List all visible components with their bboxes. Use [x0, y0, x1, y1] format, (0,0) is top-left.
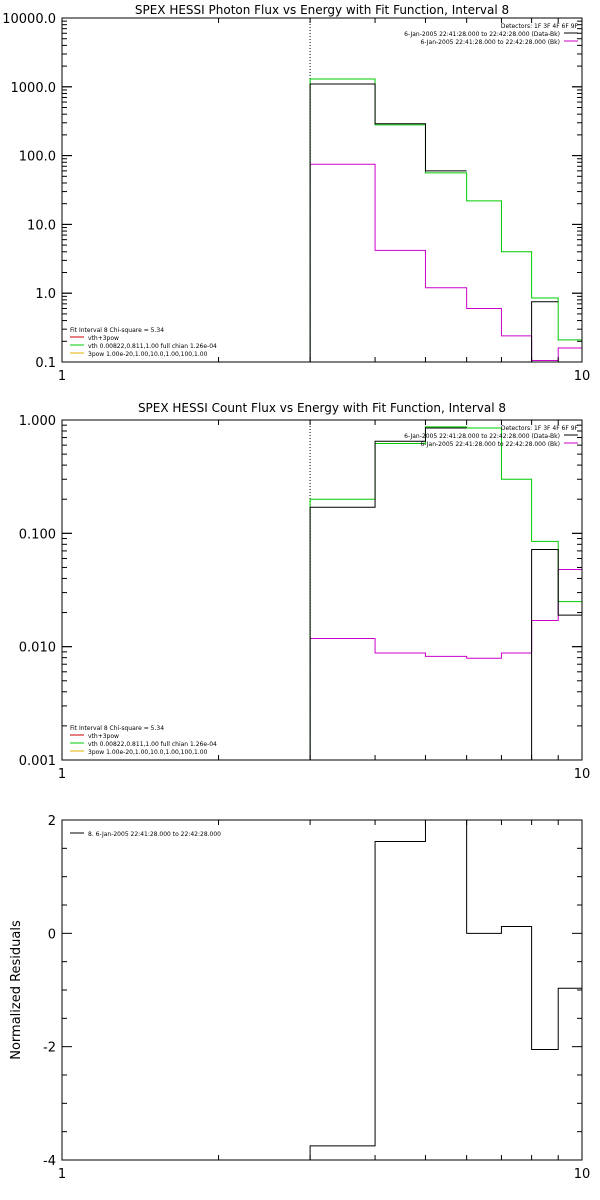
y-tick-label: 0.100 — [19, 527, 56, 542]
legend-entry: 3pow 1.00e-20,1.00,10.0,1.00,100,1.00 — [88, 351, 208, 358]
y-tick-label: 1.0 — [35, 287, 56, 302]
x-tick-label: 10 — [574, 767, 591, 782]
legend-entry: 6-Jan-2005 22:41:28.000 to 22:42:28.000 … — [420, 39, 560, 46]
y-tick-label: 0.001 — [19, 754, 56, 769]
series-line-8- — [309, 820, 582, 1160]
legend-entry: vth+3pow — [88, 335, 119, 342]
legend-entry: vth 0.00822,0.811,1.00 full chian 1.26e-… — [88, 343, 217, 350]
plot-frame — [61, 819, 583, 1161]
legend-entry: 8. 6-Jan-2005 22:41:28.000 to 22:42:28.0… — [88, 831, 221, 838]
y-tick-label: 0 — [48, 927, 56, 942]
legend-entry: vth 0.00822,0.811,1.00 full chian 1.26e-… — [88, 741, 217, 748]
y-tick-label: 10.0 — [27, 218, 56, 233]
residuals-panel: Normalized Residuals 1 10 -4 -2 0 2 8. 6-Jan-2… — [9, 814, 590, 1182]
chart-title: SPEX HESSI Count Flux vs Energy with Fit… — [138, 401, 506, 415]
legend-header: Fit Interval 8 Chi-square = 5.34 — [70, 725, 164, 732]
y-tick-label: 10000.0 — [2, 12, 56, 27]
plot-frame — [61, 419, 583, 761]
legend-header: Fit Interval 8 Chi-square = 5.34 — [70, 327, 164, 334]
series-line-fit — [309, 426, 582, 760]
x-tick-label: 1 — [58, 767, 66, 782]
y-tick-label: 1.000 — [19, 414, 56, 429]
legend-header: Detectors: 1F 3F 4F 6F 9F — [501, 425, 579, 432]
legend-entry: 3pow 1.00e-20,1.00,10.0,1.00,100,1.00 — [88, 749, 208, 756]
photon-flux-panel: SPEX HESSI Photon Flux vs Energy with Fi… — [2, 3, 590, 384]
y-tick-label: 1000.0 — [11, 81, 57, 96]
y-tick-label: -4 — [43, 1154, 56, 1169]
y-tick-label: 100.0 — [19, 150, 56, 165]
legend-entry: vth+3pow — [88, 733, 119, 740]
x-tick-label: 1 — [58, 1167, 66, 1182]
legend-header: Detectors: 1F 3F 4F 6F 9F — [501, 23, 579, 30]
y-tick-label: 0.1 — [35, 356, 56, 371]
x-tick-label: 10 — [574, 369, 591, 384]
legend-entry: 6-Jan-2005 22:41:28.000 to 22:42:28.000 … — [404, 433, 560, 440]
series-line-bk — [309, 568, 582, 760]
series-line-fit — [309, 78, 582, 362]
plot-frame — [61, 17, 583, 363]
y-tick-label: -2 — [43, 1041, 56, 1056]
legend-entry: 6-Jan-2005 22:41:28.000 to 22:42:28.000 … — [420, 441, 560, 448]
chart-title: SPEX HESSI Photon Flux vs Energy with Fi… — [135, 3, 509, 17]
y-axis-label: Normalized Residuals — [9, 920, 24, 1060]
series-line-data-bk — [309, 83, 559, 362]
y-tick-label: 2 — [48, 814, 56, 829]
series-line-data-bk — [309, 427, 582, 760]
count-flux-panel: SPEX HESSI Count Flux vs Energy with Fit… — [19, 401, 590, 782]
y-tick-label: 0.010 — [19, 641, 56, 656]
series-line-bk — [309, 163, 582, 362]
legend-entry: 6-Jan-2005 22:41:28.000 to 22:42:28.000 … — [404, 31, 560, 38]
x-tick-label: 1 — [58, 369, 66, 384]
x-tick-label: 10 — [574, 1167, 591, 1182]
